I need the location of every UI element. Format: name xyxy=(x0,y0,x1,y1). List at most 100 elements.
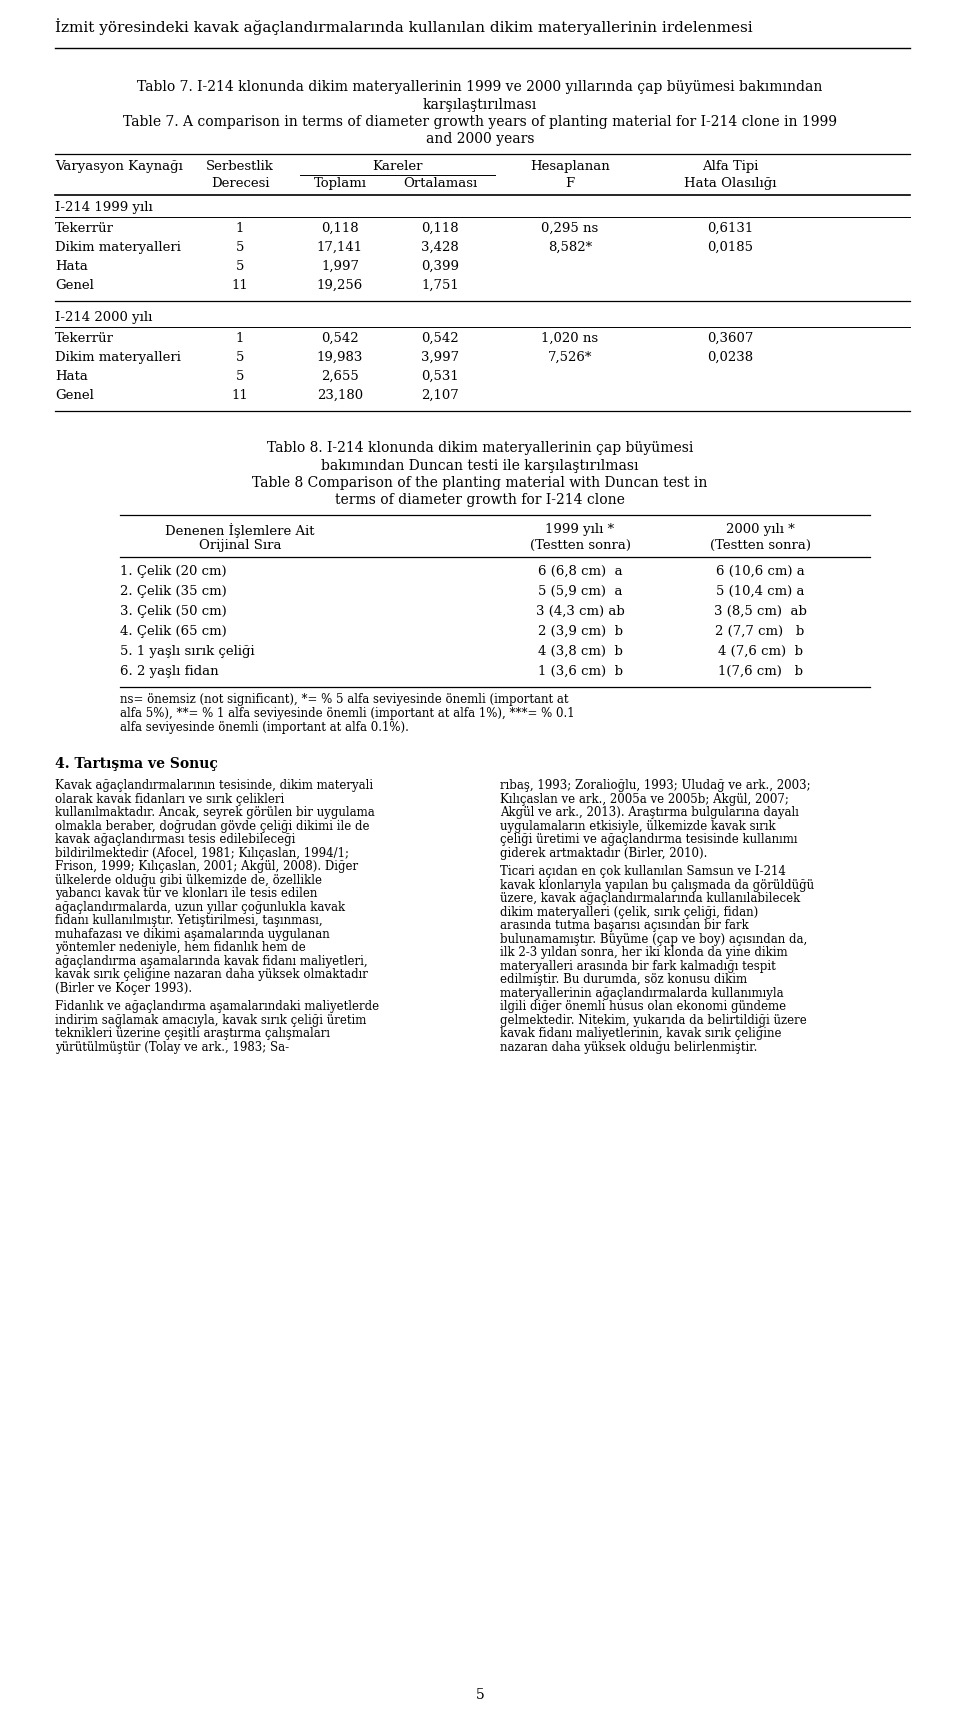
Text: Genel: Genel xyxy=(55,278,94,292)
Text: yabancı kavak tür ve klonları ile tesis edilen: yabancı kavak tür ve klonları ile tesis … xyxy=(55,888,318,900)
Text: 3 (4,3 cm) ab: 3 (4,3 cm) ab xyxy=(536,604,624,618)
Text: 1999 yılı *: 1999 yılı * xyxy=(545,524,614,536)
Text: Genel: Genel xyxy=(55,390,94,402)
Text: 0,3607: 0,3607 xyxy=(707,331,754,345)
Text: gelmektedir. Nitekim, yukarıda da belirtildiği üzere: gelmektedir. Nitekim, yukarıda da belirt… xyxy=(500,1013,806,1027)
Text: alfa seviyesinde önemli (important at alfa 0.1%).: alfa seviyesinde önemli (important at al… xyxy=(120,721,409,733)
Text: Toplamı: Toplamı xyxy=(314,177,367,191)
Text: 5: 5 xyxy=(236,259,244,273)
Text: kullanılmaktadır. Ancak, seyrek görülen bir uygulama: kullanılmaktadır. Ancak, seyrek görülen … xyxy=(55,805,374,819)
Text: 0,0185: 0,0185 xyxy=(707,240,753,254)
Text: 3. Çelik (50 cm): 3. Çelik (50 cm) xyxy=(120,604,227,618)
Text: terms of diameter growth for I-214 clone: terms of diameter growth for I-214 clone xyxy=(335,493,625,507)
Text: indirim sağlamak amacıyla, kavak sırık çeliği üretim: indirim sağlamak amacıyla, kavak sırık ç… xyxy=(55,1013,367,1027)
Text: 1,751: 1,751 xyxy=(421,278,459,292)
Text: kavak sırık çeliğine nazaran daha yüksek olmaktadır: kavak sırık çeliğine nazaran daha yüksek… xyxy=(55,968,368,980)
Text: Akgül ve ark., 2013). Araştırma bulgularına dayalı: Akgül ve ark., 2013). Araştırma bulgular… xyxy=(500,805,799,819)
Text: 3 (8,5 cm)  ab: 3 (8,5 cm) ab xyxy=(713,604,806,618)
Text: 19,256: 19,256 xyxy=(317,278,363,292)
Text: çeliği üretimi ve ağaçlandırma tesisinde kullanımı: çeliği üretimi ve ağaçlandırma tesisinde… xyxy=(500,833,798,846)
Text: Hesaplanan: Hesaplanan xyxy=(530,160,610,173)
Text: 23,180: 23,180 xyxy=(317,390,363,402)
Text: 5: 5 xyxy=(236,350,244,364)
Text: Ticari açıdan en çok kullanılan Samsun ve I-214: Ticari açıdan en çok kullanılan Samsun v… xyxy=(500,865,786,877)
Text: karşılaştırılması: karşılaştırılması xyxy=(422,98,538,112)
Text: 2 (3,9 cm)  b: 2 (3,9 cm) b xyxy=(538,625,622,639)
Text: F: F xyxy=(565,177,575,191)
Text: Frison, 1999; Kılıçaslan, 2001; Akgül, 2008). Diğer: Frison, 1999; Kılıçaslan, 2001; Akgül, 2… xyxy=(55,860,358,872)
Text: I-214 1999 yılı: I-214 1999 yılı xyxy=(55,201,153,215)
Text: 1,997: 1,997 xyxy=(321,259,359,273)
Text: 11: 11 xyxy=(231,390,249,402)
Text: uygulamaların etkisiyle, ülkemizde kavak sırık: uygulamaların etkisiyle, ülkemizde kavak… xyxy=(500,819,776,833)
Text: arasında tutma başarısı açısından bir fark: arasında tutma başarısı açısından bir fa… xyxy=(500,919,749,932)
Text: 6. 2 yaşlı fidan: 6. 2 yaşlı fidan xyxy=(120,664,219,678)
Text: 2000 yılı *: 2000 yılı * xyxy=(726,524,794,536)
Text: 8,582*: 8,582* xyxy=(548,240,592,254)
Text: 4. Tartışma ve Sonuç: 4. Tartışma ve Sonuç xyxy=(55,757,218,771)
Text: 0,118: 0,118 xyxy=(421,221,459,235)
Text: 5 (5,9 cm)  a: 5 (5,9 cm) a xyxy=(538,585,622,598)
Text: materyallerinin ağaçlandırmalarda kullanımıyla: materyallerinin ağaçlandırmalarda kullan… xyxy=(500,987,783,999)
Text: (Birler ve Koçer 1993).: (Birler ve Koçer 1993). xyxy=(55,982,192,994)
Text: 6 (6,8 cm)  a: 6 (6,8 cm) a xyxy=(538,565,622,579)
Text: 4. Çelik (65 cm): 4. Çelik (65 cm) xyxy=(120,625,227,639)
Text: teknikleri üzerine çeşitli araştırma çalışmaları: teknikleri üzerine çeşitli araştırma çal… xyxy=(55,1027,330,1041)
Text: Denenen İşlemlere Ait: Denenen İşlemlere Ait xyxy=(165,524,315,537)
Text: Derecesi: Derecesi xyxy=(211,177,269,191)
Text: 0,295 ns: 0,295 ns xyxy=(541,221,599,235)
Text: 0,542: 0,542 xyxy=(322,331,359,345)
Text: ns= önemsiz (not significant), *= % 5 alfa seviyesinde önemli (important at: ns= önemsiz (not significant), *= % 5 al… xyxy=(120,694,568,706)
Text: 5: 5 xyxy=(475,1688,485,1702)
Text: Serbestlik: Serbestlik xyxy=(206,160,274,173)
Text: 2 (7,7 cm)   b: 2 (7,7 cm) b xyxy=(715,625,804,639)
Text: ilgili diğer önemli husus olan ekonomi gündeme: ilgili diğer önemli husus olan ekonomi g… xyxy=(500,999,786,1013)
Text: Alfa Tipi: Alfa Tipi xyxy=(702,160,758,173)
Text: 0,542: 0,542 xyxy=(421,331,459,345)
Text: yöntemler nedeniyle, hem fidanlık hem de: yöntemler nedeniyle, hem fidanlık hem de xyxy=(55,941,305,955)
Text: 1: 1 xyxy=(236,221,244,235)
Text: Tablo 7. I-214 klonunda dikim materyallerinin 1999 ve 2000 yıllarında çap büyüme: Tablo 7. I-214 klonunda dikim materyalle… xyxy=(137,81,823,94)
Text: 1: 1 xyxy=(236,331,244,345)
Text: fidanı kullanılmıştır. Yetiştirilmesi, taşınması,: fidanı kullanılmıştır. Yetiştirilmesi, t… xyxy=(55,913,323,927)
Text: kavak klonlarıyla yapılan bu çalışmada da görüldüğü: kavak klonlarıyla yapılan bu çalışmada d… xyxy=(500,879,814,891)
Text: Ortalaması: Ortalaması xyxy=(403,177,477,191)
Text: 4 (3,8 cm)  b: 4 (3,8 cm) b xyxy=(538,646,622,658)
Text: Hata: Hata xyxy=(55,259,88,273)
Text: ülkelerde olduğu gibi ülkemizde de, özellikle: ülkelerde olduğu gibi ülkemizde de, özel… xyxy=(55,874,322,886)
Text: and 2000 years: and 2000 years xyxy=(425,132,535,146)
Text: Table 7. A comparison in terms of diameter growth years of planting material for: Table 7. A comparison in terms of diamet… xyxy=(123,115,837,129)
Text: 1 (3,6 cm)  b: 1 (3,6 cm) b xyxy=(538,664,622,678)
Text: ağaçlandırma aşamalarında kavak fidanı maliyetleri,: ağaçlandırma aşamalarında kavak fidanı m… xyxy=(55,955,368,967)
Text: Hata: Hata xyxy=(55,369,88,383)
Text: Kavak ağaçlandırmalarının tesisinde, dikim materyali: Kavak ağaçlandırmalarının tesisinde, dik… xyxy=(55,780,373,792)
Text: 2,107: 2,107 xyxy=(421,390,459,402)
Text: 7,526*: 7,526* xyxy=(548,350,592,364)
Text: nazaran daha yüksek olduğu belirlenmiştir.: nazaran daha yüksek olduğu belirlenmişti… xyxy=(500,1041,757,1054)
Text: Orijinal Sıra: Orijinal Sıra xyxy=(199,539,281,551)
Text: muhafazası ve dikimi aşamalarında uygulanan: muhafazası ve dikimi aşamalarında uygula… xyxy=(55,927,329,941)
Text: 1,020 ns: 1,020 ns xyxy=(541,331,599,345)
Text: 1(7,6 cm)   b: 1(7,6 cm) b xyxy=(717,664,803,678)
Text: Dikim materyalleri: Dikim materyalleri xyxy=(55,350,180,364)
Text: İzmit yöresindeki kavak ağaçlandırmalarında kullanılan dikim materyallerinin ird: İzmit yöresindeki kavak ağaçlandırmaları… xyxy=(55,17,753,34)
Text: ilk 2-3 yıldan sonra, her iki klonda da yine dikim: ilk 2-3 yıldan sonra, her iki klonda da … xyxy=(500,946,787,960)
Text: Fidanlık ve ağaçlandırma aşamalarındaki maliyetlerde: Fidanlık ve ağaçlandırma aşamalarındaki … xyxy=(55,999,379,1013)
Text: 1. Çelik (20 cm): 1. Çelik (20 cm) xyxy=(120,565,227,579)
Text: I-214 2000 yılı: I-214 2000 yılı xyxy=(55,311,153,325)
Text: dikim materyalleri (çelik, sırık çeliği, fidan): dikim materyalleri (çelik, sırık çeliği,… xyxy=(500,905,758,919)
Text: alfa 5%), **= % 1 alfa seviyesinde önemli (important at alfa 1%), ***= % 0.1: alfa 5%), **= % 1 alfa seviyesinde öneml… xyxy=(120,707,575,719)
Text: bildirilmektedir (Afocel, 1981; Kılıçaslan, 1994/1;: bildirilmektedir (Afocel, 1981; Kılıçasl… xyxy=(55,846,349,860)
Text: yürütülmüştür (Tolay ve ark., 1983; Sa-: yürütülmüştür (Tolay ve ark., 1983; Sa- xyxy=(55,1041,289,1054)
Text: rıbaş, 1993; Zoralioğlu, 1993; Uludağ ve ark., 2003;: rıbaş, 1993; Zoralioğlu, 1993; Uludağ ve… xyxy=(500,780,810,792)
Text: 6 (10,6 cm) a: 6 (10,6 cm) a xyxy=(715,565,804,579)
Text: 19,983: 19,983 xyxy=(317,350,363,364)
Text: 0,0238: 0,0238 xyxy=(707,350,753,364)
Text: Kılıçaslan ve ark., 2005a ve 2005b; Akgül, 2007;: Kılıçaslan ve ark., 2005a ve 2005b; Akgü… xyxy=(500,793,789,805)
Text: 0,399: 0,399 xyxy=(421,259,459,273)
Text: bakımından Duncan testi ile karşılaştırılması: bakımından Duncan testi ile karşılaştırı… xyxy=(322,458,638,472)
Text: kavak ağaçlandırması tesis edilebileceği: kavak ağaçlandırması tesis edilebileceği xyxy=(55,833,296,846)
Text: 0,531: 0,531 xyxy=(421,369,459,383)
Text: 17,141: 17,141 xyxy=(317,240,363,254)
Text: 0,6131: 0,6131 xyxy=(707,221,754,235)
